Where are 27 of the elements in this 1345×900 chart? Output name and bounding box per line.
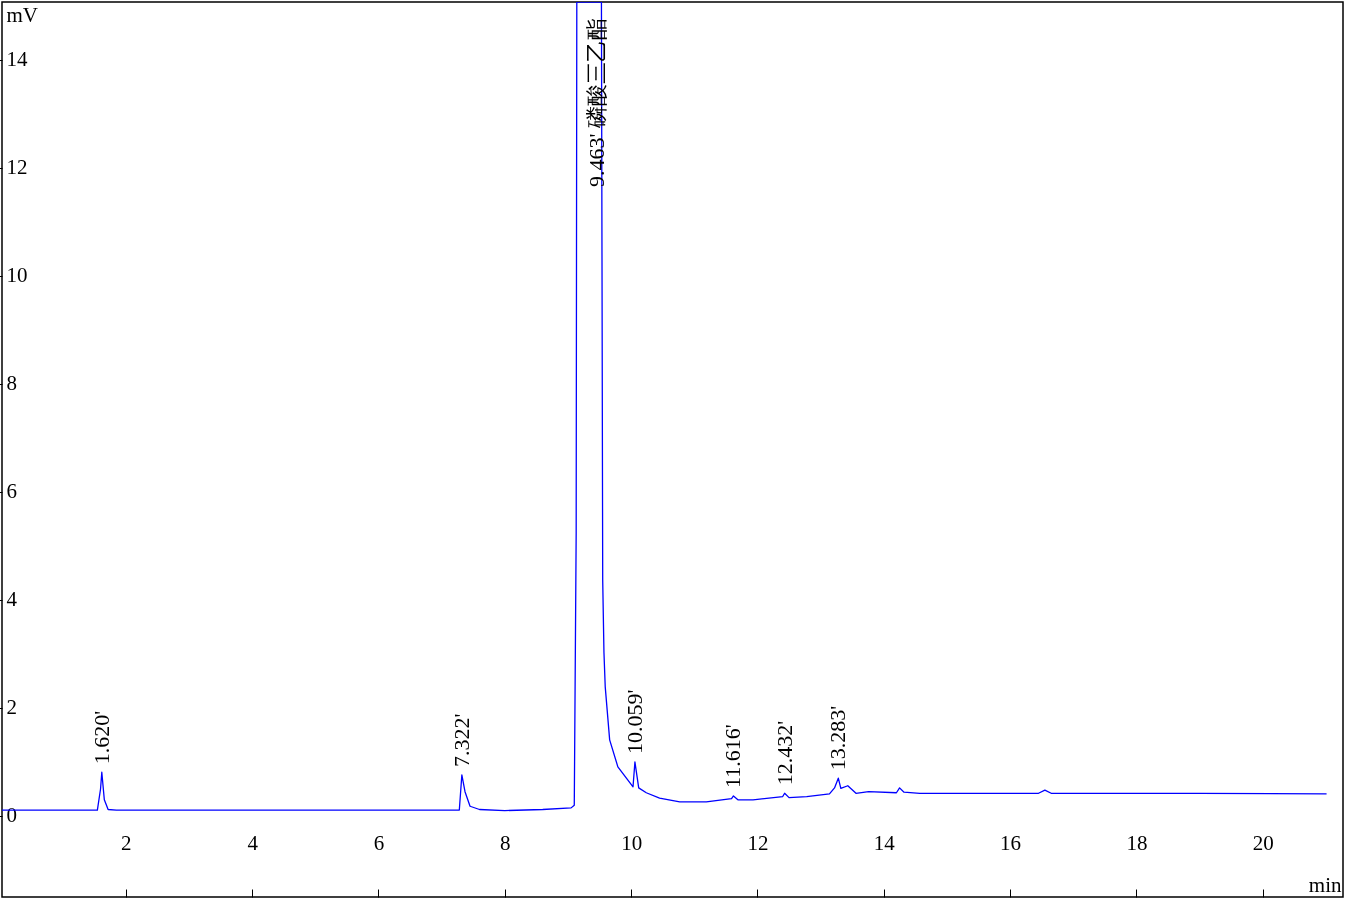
x-tick-label: 18 <box>1126 830 1148 855</box>
x-tick-label: 16 <box>1000 830 1022 855</box>
x-tick-label: 4 <box>247 830 259 855</box>
annotation: 9.463' 磷酸三乙酯 <box>584 18 610 187</box>
x-tick-label: 8 <box>500 830 511 855</box>
x-tick-label: 6 <box>373 830 385 855</box>
annotation: 12.432' <box>771 720 797 786</box>
annotation: 11.616' <box>720 724 746 788</box>
y-tick-label: 12 <box>6 155 28 180</box>
y-tick-label: 2 <box>6 695 17 720</box>
x-tick-label: 10 <box>621 830 643 855</box>
y-tick-label: 0 <box>6 803 17 828</box>
y-tick-label: 14 <box>6 47 28 72</box>
annotation: 10.059' <box>621 689 647 754</box>
annotation: 7.322' <box>448 713 474 767</box>
annotation: 13.283' <box>825 705 851 771</box>
y-tick-label: 4 <box>6 587 18 612</box>
x-axis-title: min <box>1308 872 1342 897</box>
x-tick-label: 14 <box>873 830 896 855</box>
annotation: 1.620' <box>88 710 114 765</box>
x-tick-label: 12 <box>747 830 769 855</box>
y-tick-label: 8 <box>6 371 17 396</box>
y-axis-title: mV <box>6 2 38 27</box>
y-tick-label: 10 <box>6 263 28 288</box>
x-tick-label: 2 <box>121 830 132 855</box>
x-tick-label: 20 <box>1252 830 1274 855</box>
y-tick-label: 6 <box>6 479 17 504</box>
